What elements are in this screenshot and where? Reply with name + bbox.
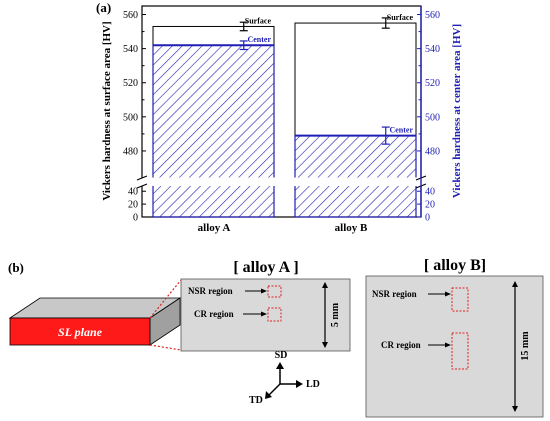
alloy-a-cr-box — [267, 307, 282, 322]
y-tick-label-left-480: 480 — [123, 146, 138, 157]
alloy-b-dimension-label: 15 mm — [520, 331, 531, 361]
alloy-b-dimension-arrow-top — [512, 281, 518, 287]
alloy-b-section — [365, 275, 544, 418]
plate-illustration: SL plane — [8, 279, 182, 351]
x-tick-label-alloy-b: alloy B — [335, 222, 368, 234]
axis-break-gap — [139, 178, 424, 186]
alloy-b-nsr-box — [451, 287, 469, 312]
y-tick-label-left-500: 500 — [123, 112, 138, 123]
y-tick-label-right-520: 520 — [425, 78, 440, 89]
axis-break-mark-lower-0 — [136, 183, 148, 189]
ld-label: LD — [306, 379, 320, 390]
center-bar-alloy-a — [152, 44, 275, 218]
zoom-line-bottom — [149, 344, 182, 351]
center-label-alloy-a: Center — [247, 35, 271, 44]
alloy-a-dimension-arrow-bottom — [322, 342, 328, 348]
alloy-a-dimension-label: 5 mm — [330, 302, 341, 327]
alloy-b-cr-box — [451, 332, 469, 370]
surface-label-alloy-a: Surface — [245, 16, 272, 25]
alloy-b-title: [ alloy B] — [424, 257, 486, 274]
td-arrowhead — [265, 391, 272, 399]
y-tick-label-left-40: 40 — [128, 187, 138, 198]
center-bar-alloy-b — [294, 135, 417, 218]
zoom-line-top — [149, 279, 182, 319]
y-tick-label-right-560: 560 — [425, 10, 440, 21]
y-tick-label-right-480: 480 — [425, 146, 440, 157]
alloy-b-nsr-label: NSR region — [372, 289, 417, 299]
y-axis-left-title: Vickers hardness at surface area [HV] — [101, 21, 113, 200]
center-label-alloy-b: Center — [389, 126, 413, 135]
y-tick-label-right-20: 20 — [425, 200, 435, 211]
alloy-a-dimension-arrow-top — [322, 282, 328, 288]
y-tick-label-left-0: 0 — [133, 213, 138, 224]
alloy-b-cr-arrowhead — [445, 342, 451, 348]
sd-label: SD — [275, 350, 288, 361]
alloy-a-title: [ alloy A ] — [233, 259, 298, 276]
y-axis-right-title: Vickers hardness at center area [HV] — [451, 24, 463, 198]
panel-b-label: (b) — [8, 260, 24, 275]
y-tick-label-right-500: 500 — [425, 112, 440, 123]
td-axis-line — [267, 383, 281, 397]
sl-plane-face — [9, 317, 151, 346]
ld-arrowhead — [296, 380, 303, 388]
axis-break-mark-upper-0 — [136, 175, 148, 181]
alloy-a-nsr-box — [267, 285, 282, 298]
alloy-b-sample: [ alloy B] NSR region CR region 15 mm — [365, 257, 544, 418]
x-tick-label-alloy-a: alloy A — [198, 222, 231, 234]
panel-a-label: (a) — [96, 0, 111, 15]
alloy-a-sample: [ alloy A ] NSR region CR region 5 mm — [180, 259, 351, 352]
sl-plane-label: SL plane — [58, 325, 103, 339]
alloy-a-nsr-arrowhead — [261, 288, 267, 294]
hardness-chart: (a) Surface Center Surface Center 480 480 500… — [96, 0, 463, 234]
alloy-a-cr-label: CR region — [194, 309, 234, 319]
alloy-b-dimension-arrow-bottom — [512, 406, 518, 412]
y-tick-label-left-520: 520 — [123, 78, 138, 89]
y-tick-label-right-0: 0 — [425, 213, 430, 224]
td-label: TD — [249, 395, 263, 406]
alloy-b-nsr-arrowhead — [445, 291, 451, 297]
alloy-a-cr-arrowhead — [261, 311, 267, 317]
surface-label-alloy-b: Surface — [387, 13, 414, 22]
sample-schematic: (b) SL plane [ alloy A ] NSR region CR r… — [8, 257, 544, 418]
y-tick-label-right-40: 40 — [425, 187, 435, 198]
y-tick-label-right-540: 540 — [425, 44, 440, 55]
y-tick-label-left-20: 20 — [128, 200, 138, 211]
ticks-layer: 480 480 500 500 520 520 540 540 560 560 0 0 20 20 40 40 — [123, 6, 440, 224]
orientation-axes: SD LD TD — [249, 350, 320, 406]
bars-layer: Surface Center Surface Center — [136, 13, 427, 218]
y-tick-label-left-540: 540 — [123, 44, 138, 55]
alloy-a-nsr-label: NSR region — [188, 286, 233, 296]
y-tick-label-left-560: 560 — [123, 10, 138, 21]
alloy-b-cr-label: CR region — [381, 340, 421, 350]
sd-arrowhead — [276, 362, 284, 369]
